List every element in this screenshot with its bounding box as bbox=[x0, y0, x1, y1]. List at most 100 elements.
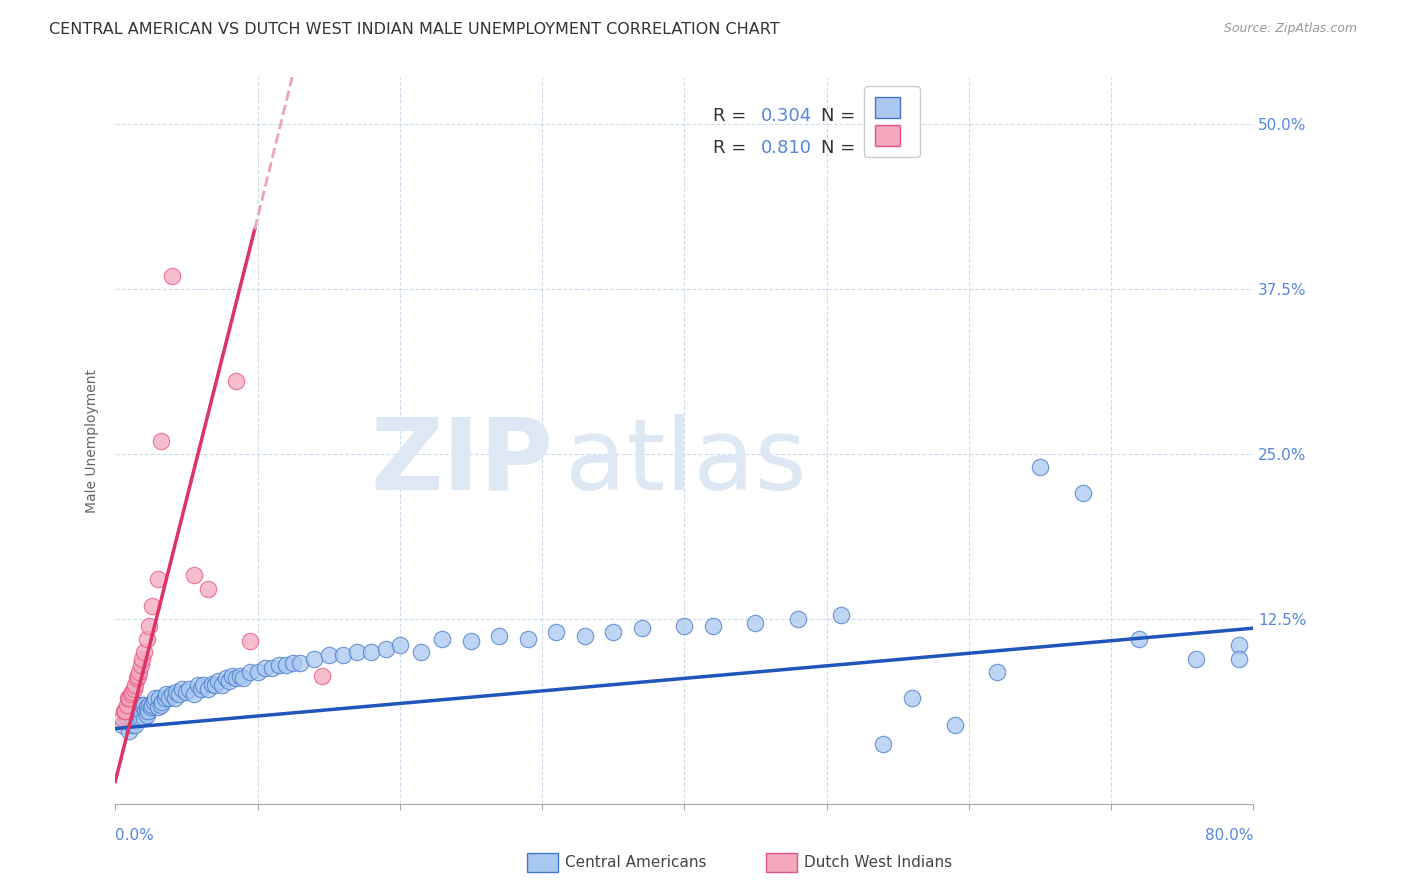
Text: Central Americans: Central Americans bbox=[565, 855, 707, 870]
Text: Dutch West Indians: Dutch West Indians bbox=[804, 855, 952, 870]
Point bbox=[197, 681, 219, 696]
Point bbox=[290, 656, 312, 670]
Point bbox=[146, 572, 169, 586]
Point bbox=[253, 661, 276, 675]
Point bbox=[160, 687, 183, 701]
Text: 0.304: 0.304 bbox=[761, 107, 811, 125]
Point bbox=[630, 621, 652, 635]
Point bbox=[332, 648, 354, 662]
Point bbox=[225, 374, 247, 388]
Point bbox=[135, 700, 157, 714]
Point bbox=[129, 711, 152, 725]
Point bbox=[139, 700, 162, 714]
Point bbox=[179, 681, 201, 696]
Point bbox=[115, 711, 138, 725]
Point bbox=[239, 665, 262, 679]
Point bbox=[132, 645, 155, 659]
Point bbox=[138, 618, 160, 632]
Point bbox=[411, 645, 433, 659]
Point bbox=[149, 434, 172, 448]
Point bbox=[121, 717, 143, 731]
Point bbox=[239, 634, 262, 648]
Point bbox=[374, 642, 396, 657]
Point bbox=[1071, 486, 1094, 500]
Legend: , : , bbox=[863, 87, 920, 157]
Point bbox=[346, 645, 368, 659]
Point bbox=[1185, 651, 1208, 665]
Point bbox=[122, 705, 145, 719]
Point bbox=[232, 672, 254, 686]
Point bbox=[187, 678, 209, 692]
Point bbox=[114, 705, 136, 719]
Point bbox=[120, 687, 142, 701]
Point bbox=[546, 625, 568, 640]
Point bbox=[135, 632, 157, 646]
Point bbox=[311, 669, 333, 683]
Point bbox=[127, 698, 149, 712]
Text: Source: ZipAtlas.com: Source: ZipAtlas.com bbox=[1223, 22, 1357, 36]
Point bbox=[142, 695, 165, 709]
Point bbox=[118, 691, 141, 706]
Point bbox=[901, 691, 924, 706]
Point bbox=[138, 698, 160, 712]
Text: 27: 27 bbox=[866, 139, 890, 157]
Point bbox=[204, 678, 226, 692]
Point bbox=[157, 691, 180, 706]
Point bbox=[112, 705, 135, 719]
Point bbox=[150, 695, 173, 709]
Point bbox=[183, 687, 205, 701]
Point bbox=[136, 705, 159, 719]
Text: N =: N = bbox=[821, 107, 860, 125]
Point bbox=[193, 678, 215, 692]
Point bbox=[215, 672, 238, 686]
Point bbox=[183, 568, 205, 582]
Text: R =: R = bbox=[713, 107, 752, 125]
Point bbox=[432, 632, 454, 646]
Text: ZIP: ZIP bbox=[371, 414, 554, 511]
Point bbox=[830, 607, 852, 622]
Point bbox=[135, 708, 157, 723]
Text: atlas: atlas bbox=[565, 414, 807, 511]
Point bbox=[143, 691, 166, 706]
Point bbox=[1227, 651, 1250, 665]
Point bbox=[155, 687, 177, 701]
Point bbox=[172, 681, 194, 696]
Point bbox=[281, 656, 304, 670]
Point bbox=[148, 691, 170, 706]
Point bbox=[124, 717, 146, 731]
Point bbox=[121, 684, 143, 698]
Point bbox=[146, 700, 169, 714]
Text: 80.0%: 80.0% bbox=[1205, 828, 1253, 843]
Point bbox=[141, 599, 163, 613]
Point bbox=[787, 612, 810, 626]
Point bbox=[132, 711, 155, 725]
Point bbox=[602, 625, 624, 640]
Point bbox=[163, 691, 186, 706]
Point bbox=[118, 705, 141, 719]
Point bbox=[260, 661, 283, 675]
Point bbox=[702, 618, 724, 632]
Point bbox=[160, 268, 183, 283]
Point bbox=[111, 711, 134, 725]
Point bbox=[197, 582, 219, 596]
Point bbox=[169, 687, 191, 701]
Point bbox=[872, 738, 894, 752]
Y-axis label: Male Unemployment: Male Unemployment bbox=[86, 368, 100, 513]
Point bbox=[986, 665, 1008, 679]
Text: 0.810: 0.810 bbox=[761, 139, 811, 157]
Point bbox=[125, 672, 148, 686]
Point bbox=[360, 645, 382, 659]
Point bbox=[211, 678, 233, 692]
Point bbox=[125, 705, 148, 719]
Point bbox=[207, 673, 229, 688]
Point bbox=[134, 705, 156, 719]
Text: CENTRAL AMERICAN VS DUTCH WEST INDIAN MALE UNEMPLOYMENT CORRELATION CHART: CENTRAL AMERICAN VS DUTCH WEST INDIAN MA… bbox=[49, 22, 780, 37]
Point bbox=[176, 684, 198, 698]
Point bbox=[1128, 632, 1150, 646]
Point bbox=[1029, 460, 1052, 475]
Point bbox=[129, 705, 152, 719]
Point bbox=[127, 669, 149, 683]
Point bbox=[574, 629, 596, 643]
Point bbox=[132, 698, 155, 712]
Point bbox=[673, 618, 696, 632]
